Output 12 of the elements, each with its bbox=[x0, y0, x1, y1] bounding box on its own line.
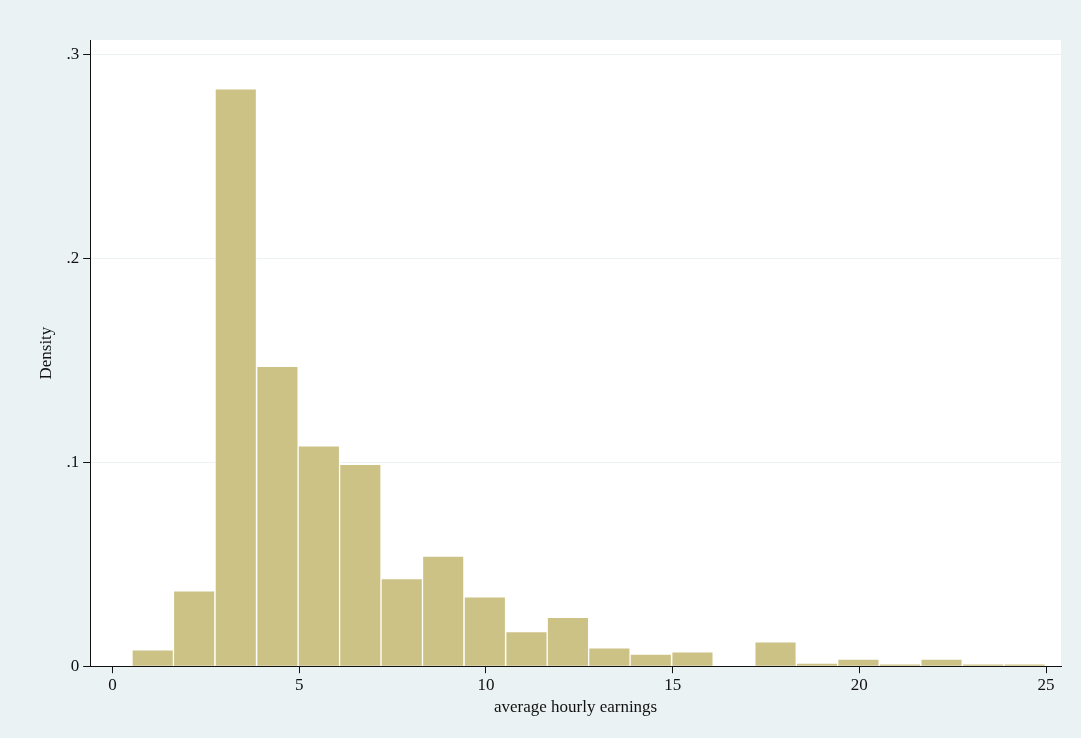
x-axis-title: average hourly earnings bbox=[493, 697, 658, 717]
x-tick-label: 25 bbox=[1037, 674, 1055, 694]
y-axis-title: Density bbox=[35, 326, 55, 380]
y-tick-label: .3 bbox=[66, 43, 80, 63]
x-tick-label: 20 bbox=[850, 674, 868, 694]
y-tick-label: .1 bbox=[66, 451, 80, 471]
x-tick-label: 0 bbox=[108, 674, 117, 694]
x-tick-label: 10 bbox=[477, 674, 495, 694]
x-tick-label: 5 bbox=[295, 674, 304, 694]
x-tick-label: 15 bbox=[664, 674, 682, 694]
y-tick-label: 0 bbox=[70, 655, 80, 675]
y-tick-label: .2 bbox=[66, 247, 80, 267]
